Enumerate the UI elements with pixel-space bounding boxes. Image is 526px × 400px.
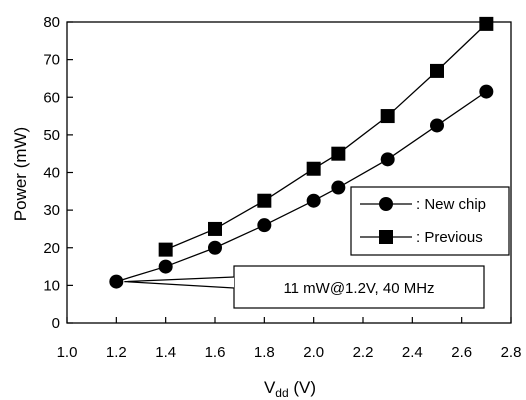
y-tick-label: 40: [43, 165, 60, 182]
annotation-text: 11 mW@1.2V, 40 MHz: [283, 280, 434, 297]
y-tick-label: 60: [43, 89, 60, 106]
x-tick-label: 2.4: [402, 344, 423, 361]
y-tick-label: 20: [43, 240, 60, 257]
x-axis-title-unit: (V): [289, 378, 316, 397]
x-tick-label: 2.6: [451, 344, 472, 361]
x-tick-label: 1.6: [205, 344, 226, 361]
x-tick-label: 2.0: [303, 344, 324, 361]
y-tick-label: 10: [43, 277, 60, 294]
data-point-new-chip: [109, 274, 124, 289]
data-point-new-chip: [306, 193, 321, 208]
data-point-previous: [430, 63, 444, 78]
data-point-new-chip: [208, 240, 222, 255]
data-point-new-chip: [257, 218, 272, 233]
annotation: 11 mW@1.2V, 40 MHz: [124, 265, 485, 309]
x-tick-label: 1.2: [106, 344, 127, 361]
legend-marker-new-chip: [379, 197, 393, 211]
data-point-new-chip: [331, 180, 346, 195]
data-point-new-chip: [380, 152, 395, 167]
y-tick-label: 80: [43, 14, 60, 31]
y-tick-label: 30: [43, 202, 60, 219]
y-tick-label: 70: [43, 52, 60, 69]
data-point-previous: [257, 193, 272, 208]
data-point-previous: [208, 221, 222, 236]
x-axis-title-main: V: [264, 378, 276, 397]
data-point-new-chip: [158, 259, 173, 274]
legend-box: [350, 186, 510, 256]
data-point-previous: [380, 109, 395, 124]
x-axis-ticks: 1.0 1.2 1.4 1.6 1.8 2.0 2.2 2.4 2.6 2.8: [57, 317, 522, 361]
x-axis-title: Vdd (V): [264, 378, 316, 400]
y-tick-label: 0: [52, 315, 60, 332]
data-point-previous: [158, 242, 173, 257]
series-line-previous: [165, 23, 487, 251]
x-tick-label: 2.8: [501, 344, 522, 361]
data-point-previous: [479, 16, 494, 31]
y-axis-title: Power (mW): [11, 127, 30, 221]
annotation-box: [233, 265, 485, 309]
data-point-previous: [331, 146, 346, 161]
legend-label-new-chip: : New chip: [416, 196, 486, 213]
y-axis-ticks: 0 10 20 30 40 50 60 70 80: [43, 14, 73, 332]
y-tick-label: 50: [43, 127, 60, 144]
data-point-new-chip: [479, 84, 494, 99]
legend-label-previous: : Previous: [416, 229, 483, 246]
x-tick-label: 2.2: [353, 344, 374, 361]
annotation-pointer: [124, 276, 235, 289]
data-point-new-chip: [430, 118, 444, 133]
x-tick-label: 1.0: [57, 344, 78, 361]
x-axis-title-subscript: dd: [275, 386, 288, 400]
data-point-previous: [306, 161, 321, 176]
x-tick-label: 1.8: [254, 344, 275, 361]
legend-marker-previous: [379, 230, 393, 244]
legend: : New chip : Previous: [350, 186, 510, 256]
series: [109, 16, 494, 289]
x-tick-label: 1.4: [155, 344, 176, 361]
